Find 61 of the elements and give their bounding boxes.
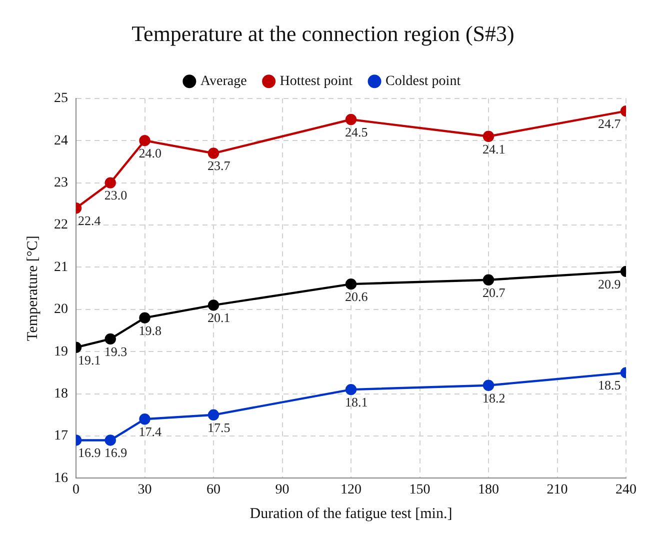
data-label: 16.9 bbox=[104, 445, 128, 460]
point bbox=[345, 114, 357, 126]
data-label: 24.0 bbox=[138, 146, 162, 161]
y-tick-label: 24 bbox=[54, 133, 68, 148]
x-axis-title: Duration of the fatigue test [min.] bbox=[250, 506, 452, 522]
data-label: 22.4 bbox=[78, 213, 102, 228]
y-axis-title: Temperature [°C] bbox=[24, 236, 41, 341]
y-tick-label: 18 bbox=[54, 386, 68, 402]
data-label: 19.3 bbox=[104, 344, 128, 359]
data-label: 20.1 bbox=[208, 310, 230, 326]
point bbox=[482, 130, 494, 142]
point bbox=[482, 274, 494, 286]
point bbox=[139, 312, 150, 324]
data-label: 17.5 bbox=[208, 420, 230, 435]
data-label: 18.2 bbox=[482, 390, 506, 406]
y-tick-label: 23 bbox=[54, 175, 68, 190]
point bbox=[208, 148, 220, 159]
x-tick-label: 30 bbox=[138, 482, 152, 498]
point bbox=[345, 278, 357, 290]
data-label: 23.0 bbox=[104, 188, 128, 203]
point bbox=[104, 177, 116, 188]
data-label: 17.4 bbox=[138, 424, 162, 440]
point bbox=[139, 135, 150, 146]
x-tick-label: 0 bbox=[72, 482, 80, 498]
y-tick-label: 16 bbox=[54, 470, 68, 486]
y-tick-label: 21 bbox=[54, 260, 68, 275]
data-label: 18.5 bbox=[598, 378, 621, 393]
legend-label: Coldest point bbox=[386, 74, 461, 90]
legend-label: Average bbox=[200, 74, 247, 90]
data-label: 24.1 bbox=[482, 141, 506, 156]
y-tick-label: 25 bbox=[54, 91, 68, 106]
data-label: 24.7 bbox=[598, 116, 622, 131]
data-label: 20.7 bbox=[482, 284, 506, 300]
chart-title: Temperature at the connection region (S#3) bbox=[132, 20, 514, 46]
x-tick-label: 120 bbox=[340, 482, 362, 498]
point bbox=[139, 414, 150, 425]
x-tick-label: 150 bbox=[409, 482, 430, 498]
point bbox=[345, 384, 357, 396]
x-tick-label: 180 bbox=[478, 482, 499, 498]
data-label: 19.1 bbox=[78, 352, 101, 368]
point bbox=[482, 380, 494, 391]
y-tick-label: 17 bbox=[54, 428, 68, 444]
point bbox=[104, 333, 116, 345]
y-tick-label: 22 bbox=[54, 218, 68, 233]
legend-label: Hottest point bbox=[280, 74, 353, 90]
y-tick-label: 20 bbox=[54, 302, 68, 318]
x-tick-label: 240 bbox=[616, 482, 636, 498]
point bbox=[208, 409, 220, 420]
data-label: 24.5 bbox=[345, 124, 368, 140]
y-tick-label: 19 bbox=[54, 344, 68, 360]
data-label: 18.1 bbox=[345, 394, 368, 410]
data-label: 20.6 bbox=[345, 289, 368, 304]
data-label: 19.8 bbox=[138, 322, 162, 338]
data-label: 20.9 bbox=[598, 276, 621, 292]
data-label: 16.9 bbox=[78, 445, 101, 460]
x-tick-label: 90 bbox=[275, 482, 290, 498]
x-tick-label: 210 bbox=[546, 482, 568, 498]
point bbox=[208, 300, 220, 311]
x-tick-label: 60 bbox=[206, 482, 220, 498]
point bbox=[104, 434, 116, 446]
data-label: 23.7 bbox=[208, 158, 231, 174]
